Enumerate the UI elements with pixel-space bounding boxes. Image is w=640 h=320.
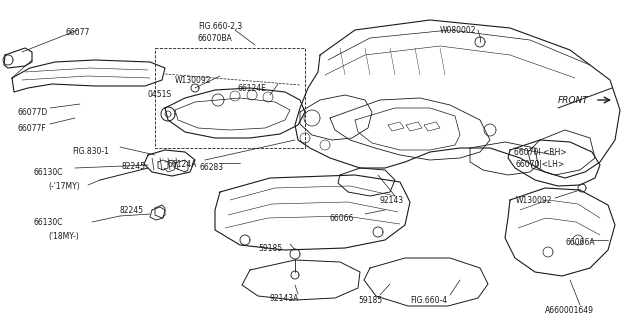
Text: 66070J<LH>: 66070J<LH> xyxy=(516,160,565,169)
Text: 92143: 92143 xyxy=(380,196,404,205)
Text: 66070I <RH>: 66070I <RH> xyxy=(514,148,566,157)
Text: FIG.660-4: FIG.660-4 xyxy=(410,296,447,305)
Text: A660001649: A660001649 xyxy=(545,306,594,315)
Text: 66077D: 66077D xyxy=(18,108,48,117)
Text: 0451S: 0451S xyxy=(148,90,172,99)
Text: 82245: 82245 xyxy=(122,162,146,171)
Text: 66066: 66066 xyxy=(330,214,355,223)
Text: 66077: 66077 xyxy=(65,28,90,37)
Text: 59185: 59185 xyxy=(358,296,382,305)
Text: 92143A: 92143A xyxy=(270,294,300,303)
Text: 59185: 59185 xyxy=(258,244,282,253)
Text: FIG.660-2,3: FIG.660-2,3 xyxy=(198,22,243,31)
Text: FIG.830-1: FIG.830-1 xyxy=(72,147,109,156)
Text: 66130C: 66130C xyxy=(34,168,63,177)
Text: 66130C: 66130C xyxy=(34,218,63,227)
Text: W080002: W080002 xyxy=(440,26,477,35)
Text: W130092: W130092 xyxy=(516,196,552,205)
Text: 66283: 66283 xyxy=(200,163,224,172)
Text: 66066A: 66066A xyxy=(566,238,596,247)
Text: ('18MY-): ('18MY-) xyxy=(48,232,79,241)
Text: 66070BA: 66070BA xyxy=(198,34,233,43)
Text: 66124A: 66124A xyxy=(168,160,197,169)
Text: 66124E: 66124E xyxy=(238,84,267,93)
Text: (-'17MY): (-'17MY) xyxy=(48,182,80,191)
Text: 82245: 82245 xyxy=(120,206,144,215)
Text: 66077F: 66077F xyxy=(18,124,47,133)
Text: FRONT: FRONT xyxy=(558,96,589,105)
Text: W130092: W130092 xyxy=(175,76,211,85)
